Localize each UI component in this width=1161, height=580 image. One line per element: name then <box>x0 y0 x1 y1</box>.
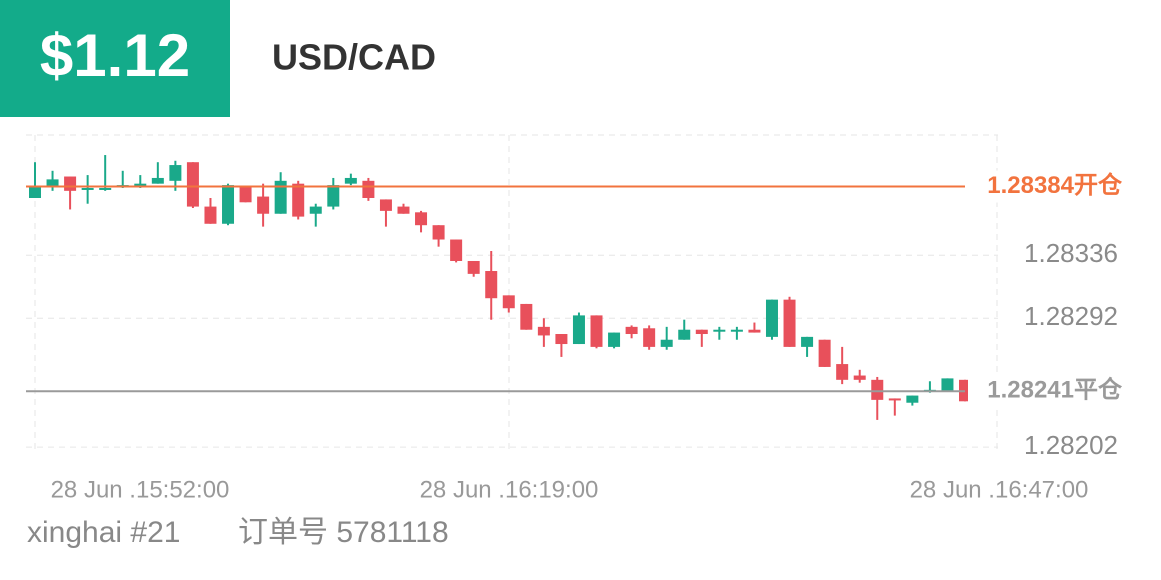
candle-body <box>450 239 463 261</box>
order: 订单号 5781118 <box>238 516 449 549</box>
candle-body <box>415 212 428 226</box>
candle-body <box>678 329 691 340</box>
y-tick-label: 1.28202 <box>1024 430 1118 460</box>
candle-body <box>292 183 305 217</box>
candle-body <box>502 295 515 309</box>
x-tick-label: 28 Jun .16:19:00 <box>420 476 599 503</box>
candle-body <box>222 185 235 224</box>
candle-body <box>801 336 814 347</box>
candle-body <box>748 329 761 333</box>
y-tick-label: 1.28336 <box>1024 238 1118 268</box>
candle-body <box>730 329 743 332</box>
candle-body <box>836 364 849 380</box>
close-line-label-bg <box>968 375 1128 408</box>
candle-body <box>713 329 726 332</box>
candle-body <box>608 332 621 347</box>
candle-body <box>362 180 375 198</box>
candle-body <box>379 199 392 211</box>
candle-body <box>46 179 59 187</box>
candle-body <box>151 177 164 184</box>
candle-body <box>555 334 568 345</box>
candle-body <box>590 315 603 347</box>
candle-body <box>537 326 550 336</box>
y-tick-label: 1.28292 <box>1024 301 1118 331</box>
symbol: USD/CAD <box>272 37 436 78</box>
candle-body <box>906 395 919 403</box>
candle-body <box>485 271 498 299</box>
candle-body <box>432 225 445 240</box>
candle-body <box>309 206 322 214</box>
candle-body <box>186 162 199 207</box>
candle-body <box>572 315 585 345</box>
candle-body <box>818 339 831 367</box>
x-tick-label: 28 Jun .16:47:00 <box>910 476 1089 503</box>
candle-body <box>257 196 270 214</box>
candle-body <box>99 187 112 190</box>
candle-body <box>397 206 410 214</box>
open-line-label: 1.28384开仓 <box>987 171 1123 199</box>
candle-body <box>134 183 147 187</box>
candle-body <box>871 379 884 400</box>
candle-body <box>660 339 673 347</box>
open-line-label-bg <box>968 170 1128 203</box>
candle-body <box>643 328 656 347</box>
price-badge <box>0 0 230 117</box>
candle-body <box>888 398 901 401</box>
candle-body <box>169 165 182 181</box>
candle-body <box>765 299 778 337</box>
candle-body <box>625 326 638 335</box>
price: $1.12 <box>40 22 190 89</box>
candle-body <box>783 299 796 347</box>
candle-body <box>29 186 41 198</box>
close-line-label: 1.28241平仓 <box>987 376 1123 404</box>
candle-body <box>274 180 287 214</box>
candle-body <box>695 329 708 335</box>
candle-body <box>467 260 480 274</box>
user: xinghai #21 <box>27 516 180 549</box>
candle-body <box>64 176 77 191</box>
candle-body <box>520 303 533 330</box>
candle-body <box>81 187 94 190</box>
x-tick-label: 28 Jun .15:52:00 <box>51 476 230 503</box>
candle-body <box>204 206 217 224</box>
candle-body <box>327 185 340 207</box>
candle-body <box>344 177 357 184</box>
candle-body <box>941 378 954 392</box>
candle-body <box>853 375 866 380</box>
candle-body <box>239 186 252 203</box>
